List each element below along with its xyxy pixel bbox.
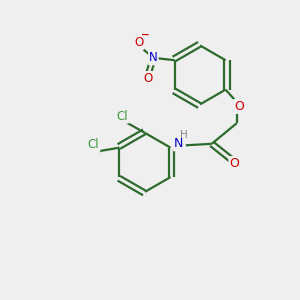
Text: Cl: Cl bbox=[116, 110, 128, 123]
Text: N: N bbox=[174, 137, 183, 150]
Text: −: − bbox=[141, 30, 149, 40]
Text: O: O bbox=[134, 36, 143, 49]
Text: O: O bbox=[143, 72, 153, 85]
Text: O: O bbox=[230, 157, 239, 170]
Text: O: O bbox=[234, 100, 244, 113]
Text: N: N bbox=[149, 51, 158, 64]
Text: H: H bbox=[181, 130, 188, 140]
Text: Cl: Cl bbox=[88, 138, 99, 151]
